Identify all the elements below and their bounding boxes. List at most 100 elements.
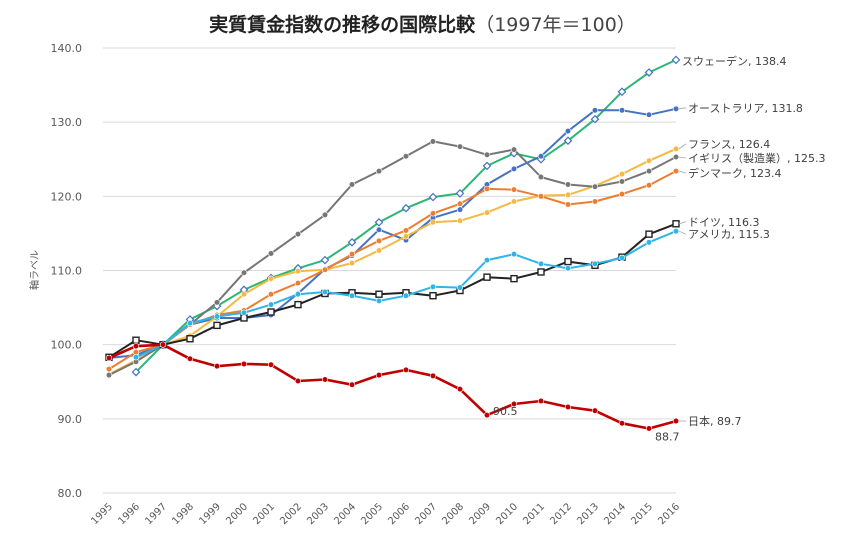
series-end-label: アメリカ, 115.3 (688, 228, 770, 241)
data-point (132, 354, 140, 361)
data-point (347, 237, 357, 247)
series-end-label: 日本, 89.7 (688, 414, 742, 428)
data-point (375, 371, 383, 379)
data-point (510, 251, 518, 258)
y-tick-label: 110.0 (51, 265, 83, 278)
data-point (455, 189, 465, 198)
data-point (618, 170, 626, 178)
data-point (375, 290, 383, 298)
data-point (483, 185, 491, 193)
data-point (618, 178, 626, 185)
data-point (617, 87, 627, 97)
x-tick-label: 2015 (629, 501, 655, 527)
data-point (375, 226, 383, 233)
data-point (294, 268, 302, 275)
data-point (348, 251, 356, 258)
data-point (428, 192, 438, 202)
data-point (429, 372, 437, 379)
label-layer: スウェーデン, 138.4 オーストラリア, 131.8 フランス, 126.4イギ… (493, 54, 825, 444)
y-tick-label: 140.0 (51, 42, 83, 55)
data-point (645, 182, 653, 189)
data-point (510, 400, 518, 408)
chart-subtitle: （1997年＝100） (475, 14, 636, 36)
x-tick-label: 1997 (143, 501, 169, 527)
label-leader (678, 156, 687, 159)
series-end-label: フランス, 126.4 (688, 138, 770, 151)
data-point (510, 165, 518, 172)
x-tick-label: 2003 (305, 501, 331, 527)
data-point (374, 217, 384, 227)
data-point (294, 377, 302, 385)
data-point (456, 200, 464, 207)
y-axis-label: 軸ラベル (28, 250, 41, 290)
data-point (186, 355, 194, 362)
data-point (267, 275, 275, 282)
y-tick-label: 120.0 (51, 190, 83, 203)
data-point (564, 191, 572, 198)
data-point (537, 397, 545, 405)
series-end-label: イギリス（製造業）, 125.3 (688, 151, 825, 165)
data-point (645, 239, 653, 246)
axis-layer: 80.0 90.0 100.0 110.0 120.0 130.0 140.0 軸ラベル 199… (28, 42, 682, 527)
data-point (105, 371, 113, 379)
data-point (402, 227, 410, 234)
x-tick-label: 2016 (656, 501, 682, 527)
data-point (294, 291, 302, 298)
data-point (671, 55, 681, 65)
data-point (456, 143, 464, 150)
data-point (348, 181, 356, 188)
data-point (267, 301, 275, 308)
series-line (108, 140, 677, 376)
data-point (348, 381, 356, 388)
data-point (564, 201, 572, 208)
data-annotation: 90.5 (493, 405, 518, 418)
data-point (618, 420, 626, 427)
series-line (108, 147, 677, 376)
data-point (590, 114, 600, 124)
data-point (510, 198, 518, 205)
label-leader (678, 143, 687, 150)
data-point (644, 68, 654, 77)
data-point (267, 250, 275, 257)
data-point (429, 283, 437, 290)
data-point (375, 297, 383, 305)
data-point (483, 209, 491, 216)
x-tick-label: 2005 (359, 501, 385, 527)
data-point (429, 219, 437, 226)
data-point (672, 417, 680, 425)
data-point (645, 157, 653, 164)
x-tick-label: 2006 (386, 501, 412, 527)
data-point (618, 107, 626, 114)
data-point (563, 136, 573, 146)
x-tick-label: 2000 (224, 501, 250, 527)
data-point (267, 361, 275, 368)
data-point (591, 183, 599, 190)
data-point (429, 138, 437, 145)
x-tick-label: 2010 (494, 501, 520, 527)
data-point (267, 308, 275, 316)
data-point (240, 309, 248, 316)
data-annotation: 88.7 (655, 430, 680, 443)
data-point (402, 233, 410, 240)
x-tick-label: 2014 (602, 501, 628, 527)
data-point (456, 217, 464, 224)
label-leader (678, 221, 687, 225)
data-point (429, 210, 437, 217)
grid-layer (103, 47, 676, 494)
data-point (591, 260, 599, 267)
data-point (591, 107, 599, 114)
data-point (510, 274, 518, 283)
data-point (186, 320, 194, 327)
chart-title-block: 実質賃金指数の推移の国際比較（1997年＝100） (0, 10, 845, 37)
data-point (320, 255, 330, 265)
x-tick-label: 2013 (575, 501, 601, 527)
data-point (672, 228, 680, 235)
data-point (672, 220, 680, 228)
label-leader (678, 230, 687, 235)
y-tick-label: 130.0 (51, 116, 83, 129)
data-point (537, 260, 545, 267)
data-point (483, 151, 491, 158)
series-end-label: ドイツ, 116.3 (688, 216, 759, 229)
data-point (105, 366, 113, 373)
label-leader (678, 107, 687, 110)
